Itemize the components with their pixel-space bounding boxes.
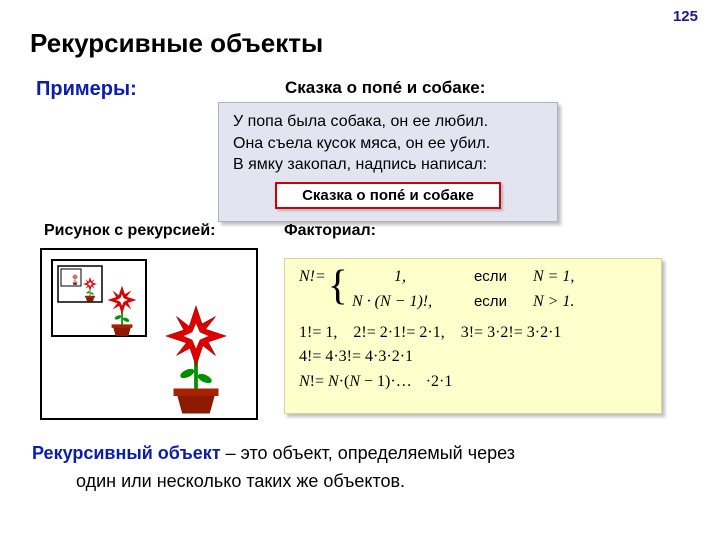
definition-term: Рекурсивный объект [32, 443, 221, 463]
factorial-box: N!= { 1, если N = 1, N · (N − 1)!, если … [284, 258, 662, 414]
flower-recursion-svg [42, 250, 256, 418]
factorial-ex4: 4!= 4·3!= 4·3·2·1 [299, 345, 647, 370]
factorial-cond1: N = 1, [533, 269, 574, 286]
factorial-label: Факториал: [284, 222, 376, 240]
drawing-label: Рисунок с рекурсией: [44, 222, 215, 240]
if-word-2: если [474, 294, 507, 310]
story-line-1: У попа была собака, он ее любил. [233, 111, 543, 133]
story-title: Сказка о попé и собаке: [285, 78, 485, 98]
page-number: 125 [673, 8, 698, 25]
factorial-lhs: N!= [299, 269, 326, 286]
definition-rest2: один или несколько таких же объектов. [32, 468, 690, 496]
story-inner-title: Сказка о попé и собаке [275, 182, 501, 209]
factorial-case1: 1, [352, 269, 448, 286]
factorial-definition: N!= { 1, если N = 1, N · (N − 1)!, если … [299, 269, 647, 311]
factorial-examples: 1!= 1, 2!= 2·1!= 2·1, 3!= 3·2!= 3·2·1 4!… [299, 321, 647, 395]
story-line-3: В ямку закопал, надпись написал: [233, 154, 543, 176]
factorial-ex3: 3!= 3·2!= 3·2·1 [461, 324, 562, 341]
factorial-ex1: 1!= 1, [299, 324, 337, 341]
factorial-ex2: 2!= 2·1!= 2·1, [353, 324, 444, 341]
story-box: У попа была собака, он ее любил. Она съе… [218, 102, 558, 222]
examples-label: Примеры: [36, 78, 137, 101]
story-line-2: Она съела кусок мяса, он ее убил. [233, 133, 543, 155]
factorial-exN: N!= N·(N − 1)·…·2·1 [299, 370, 647, 395]
factorial-cond2: N > 1. [533, 294, 574, 311]
factorial-case2: N · (N − 1)!, [352, 294, 448, 311]
brace-icon: { [328, 269, 348, 305]
recursive-drawing [40, 248, 258, 420]
definition-text: Рекурсивный объект – это объект, определ… [32, 440, 690, 496]
page-title: Рекурсивные объекты [30, 28, 323, 59]
definition-rest1: – это объект, определяемый через [221, 443, 515, 463]
if-word-1: если [474, 269, 507, 285]
